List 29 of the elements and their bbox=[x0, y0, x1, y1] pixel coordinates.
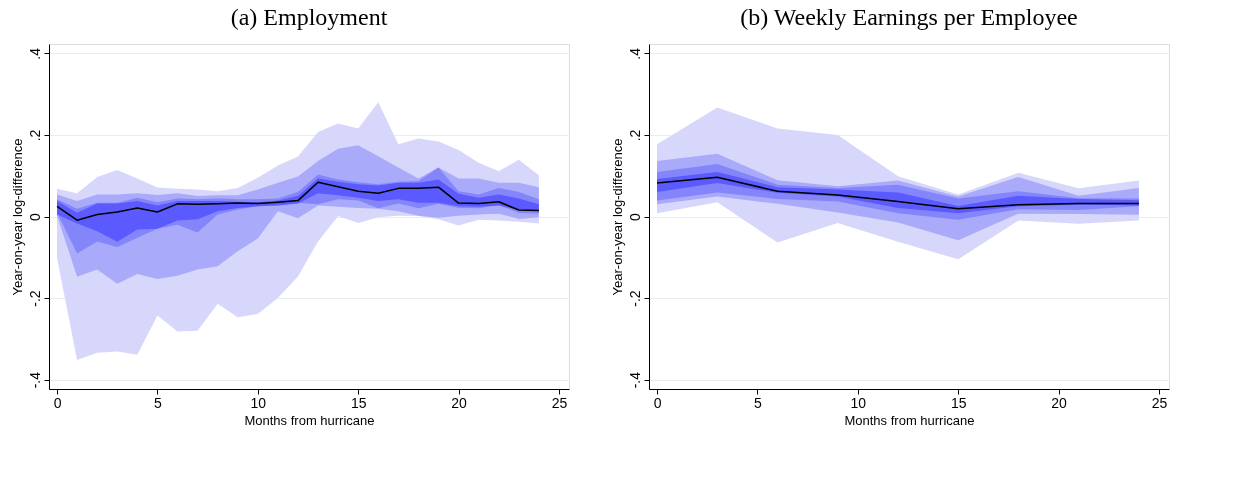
y-axis-title: Year-on-year log-difference bbox=[9, 138, 25, 296]
y-tick-label: -.4 bbox=[26, 371, 43, 389]
x-tick-label: 5 bbox=[154, 394, 163, 411]
x-tick-label: 10 bbox=[850, 394, 867, 411]
y-axis-title: Year-on-year log-difference bbox=[609, 138, 625, 296]
x-tick-label: 15 bbox=[950, 394, 967, 411]
x-axis-title: Months from hurricane bbox=[244, 412, 375, 428]
x-tick-label: 20 bbox=[1051, 394, 1068, 411]
chart-title: (b) Weekly Earnings per Employee bbox=[740, 4, 1078, 30]
y-tick-label: -.2 bbox=[26, 290, 43, 307]
y-tick-label: 0 bbox=[26, 212, 43, 221]
y-tick-label: .4 bbox=[626, 47, 643, 60]
chart-title: (a) Employment bbox=[230, 4, 388, 30]
y-tick-label: 0 bbox=[626, 212, 643, 221]
x-axis-title: Months from hurricane bbox=[844, 412, 975, 428]
x-tick-label: 10 bbox=[250, 394, 267, 411]
y-tick-label: .2 bbox=[626, 129, 643, 142]
y-tick-label: .2 bbox=[26, 129, 43, 142]
x-tick-label: 15 bbox=[350, 394, 367, 411]
y-tick-label: -.2 bbox=[626, 290, 643, 307]
x-tick-label: 0 bbox=[653, 394, 662, 411]
line-series bbox=[56, 181, 540, 221]
x-tick-label: 25 bbox=[1151, 394, 1168, 411]
y-tick-label: .4 bbox=[26, 47, 43, 60]
x-tick-label: 20 bbox=[451, 394, 468, 411]
x-tick-label: 0 bbox=[53, 394, 62, 411]
y-tick-label: -.4 bbox=[626, 371, 643, 389]
x-tick-label: 5 bbox=[754, 394, 763, 411]
x-tick-label: 25 bbox=[551, 394, 568, 411]
